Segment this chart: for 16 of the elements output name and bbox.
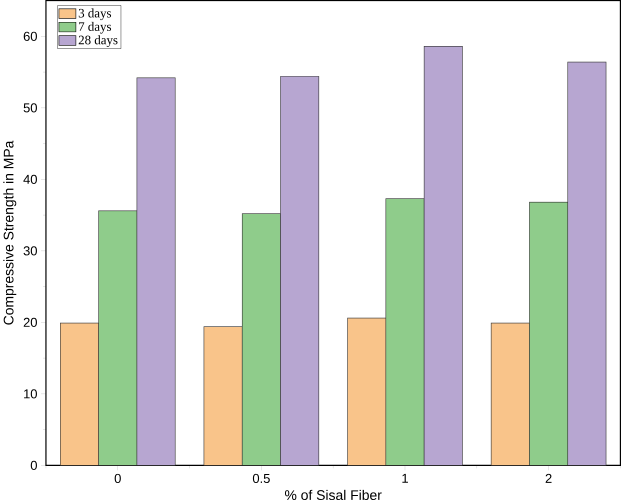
y-tick-label: 0	[30, 460, 37, 470]
y-tick-label: 10	[24, 389, 37, 398]
y-tick-label: 40	[23, 174, 37, 184]
x-tick-label: 0	[114, 474, 121, 483]
x-axis-title: % of Sisal Fiber	[284, 490, 382, 500]
x-tick-label: 1	[402, 474, 408, 483]
x-tick-label: 2	[546, 474, 552, 483]
legend-label: 28 days	[78, 35, 118, 47]
y-tick-label: 50	[24, 103, 37, 112]
y-tick-label: 20	[24, 318, 37, 327]
legend-label: 3 days	[78, 8, 112, 20]
y-tick-label: 60	[24, 32, 37, 41]
x-tick-label: 0.5	[252, 474, 270, 483]
legend-label: 7 days	[79, 22, 112, 34]
y-tick-label: 30	[24, 246, 37, 256]
y-axis-title: Compressive Strength in MPa	[3, 140, 16, 324]
